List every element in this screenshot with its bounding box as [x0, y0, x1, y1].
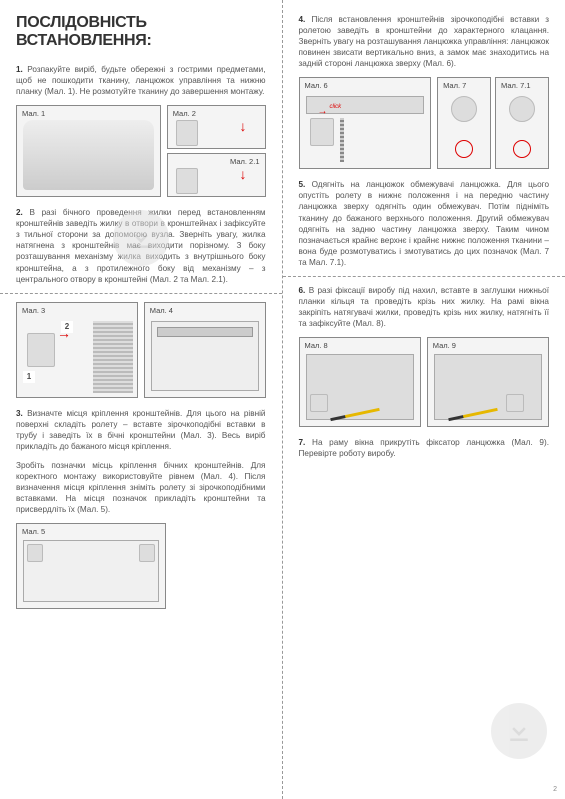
figure-6-label: Мал. 6	[305, 81, 328, 90]
bracket-icon	[27, 333, 55, 367]
figure-9: Мал. 9	[427, 337, 549, 427]
step-7-num: 7.	[299, 438, 306, 447]
highlight-circle-icon	[455, 140, 473, 158]
callout-1: 1	[23, 371, 35, 383]
figure-3-label: Мал. 3	[22, 306, 45, 315]
section-divider	[283, 276, 565, 277]
figure-5-label: Мал. 5	[22, 527, 45, 536]
roller-icon	[157, 327, 253, 337]
bracket-icon	[139, 544, 155, 562]
figure-7-label: Мал. 7	[443, 81, 466, 90]
click-label: click	[330, 104, 342, 110]
step-4-text: Після встановлення кронштейнів зірочкопо…	[299, 15, 550, 68]
figure-2: Мал. 2 ↓	[167, 105, 266, 149]
step-7-text: На раму вікна прикрутіть фіксатор ланцюж…	[299, 438, 549, 458]
mechanism-icon	[451, 96, 477, 122]
bracket-icon	[176, 168, 198, 194]
chain-icon	[340, 118, 344, 162]
arrow-red-icon: ↓	[240, 166, 247, 182]
mechanism-icon	[310, 118, 334, 146]
right-column: 4. Після встановлення кронштейнів зірочк…	[283, 0, 565, 799]
figure-2-stack: Мал. 2 ↓ Мал. 2.1 ↓	[167, 105, 266, 197]
section-divider	[0, 293, 282, 294]
callout-2: 2	[61, 321, 73, 333]
watermark-icon	[113, 210, 169, 266]
figure-2-1: Мал. 2.1 ↓	[167, 153, 266, 197]
fig-row-5: Мал. 8 Мал. 9	[299, 337, 550, 427]
main-title: Послідовність встановлення:	[16, 14, 266, 50]
step-5-text: Одягніть на ланцюжок обмежувачі ланцюжка…	[299, 180, 550, 266]
figure-2-1-label: Мал. 2.1	[230, 157, 259, 166]
step-3a: 3. Визначте місця кріплення кронштейнів.…	[16, 408, 266, 452]
figure-8: Мал. 8	[299, 337, 421, 427]
step-1: 1. Розпакуйте виріб, будьте обережні з г…	[16, 64, 266, 97]
page: Послідовність встановлення: 1. Розпакуйт…	[0, 0, 565, 799]
fig-row-3: Мал. 5	[16, 523, 266, 609]
figure-5: Мал. 5	[16, 523, 166, 609]
step-6-text: В разі фіксації виробу під нахил, вставт…	[299, 286, 550, 328]
step-1-num: 1.	[16, 65, 23, 74]
step-4: 4. Після встановлення кронштейнів зірочк…	[299, 14, 550, 69]
highlight-circle-icon	[513, 140, 531, 158]
bracket-icon	[176, 120, 198, 146]
diagram-1	[23, 120, 154, 190]
fig-row-2: Мал. 3 → 1 2 Мал. 4	[16, 302, 266, 398]
left-column: Послідовність встановлення: 1. Розпакуйт…	[0, 0, 283, 799]
arrow-red-icon: →	[318, 106, 328, 117]
chain-fixer-icon	[506, 394, 524, 412]
figure-1: Мал. 1	[16, 105, 161, 197]
step-3-num: 3.	[16, 409, 23, 418]
figure-1-label: Мал. 1	[22, 109, 45, 118]
bracket-icon	[27, 544, 43, 562]
figure-2-label: Мал. 2	[173, 109, 196, 118]
step-7: 7. На раму вікна прикрутіть фіксатор лан…	[299, 437, 550, 459]
fig-row-1: Мал. 1 Мал. 2 ↓ Мал. 2.1 ↓	[16, 105, 266, 197]
step-5-num: 5.	[299, 180, 306, 189]
figure-3: Мал. 3 → 1 2	[16, 302, 138, 398]
figure-7-1: Мал. 7.1	[495, 77, 549, 169]
step-6-num: 6.	[299, 286, 306, 295]
figure-6: Мал. 6 → click	[299, 77, 432, 169]
mechanism-icon	[509, 96, 535, 122]
tensioner-icon	[310, 394, 328, 412]
fig-row-4: Мал. 6 → click Мал. 7 Мал. 7.1	[299, 77, 550, 169]
step-1-text: Розпакуйте виріб, будьте обережні з гост…	[16, 65, 266, 96]
step-5: 5. Одягніть на ланцюжок обмежувачі ланцю…	[299, 179, 550, 268]
figure-9-label: Мал. 9	[433, 341, 456, 350]
step-3b: Зробіть позначки місць кріплення бічних …	[16, 460, 266, 515]
chain-icon	[93, 321, 133, 393]
watermark-icon	[491, 703, 547, 759]
step-2-num: 2.	[16, 208, 23, 217]
figure-7: Мал. 7	[437, 77, 491, 169]
figure-4: Мал. 4	[144, 302, 266, 398]
step-4-num: 4.	[299, 15, 306, 24]
download-arrow-icon	[504, 716, 534, 746]
arrow-red-icon: ↓	[240, 118, 247, 134]
figure-4-label: Мал. 4	[150, 306, 173, 315]
figure-7-pair: Мал. 7 Мал. 7.1	[437, 77, 549, 169]
step-3a-text: Визначте місця кріплення кронштейнів. Дл…	[16, 409, 266, 451]
step-6: 6. В разі фіксації виробу під нахил, вст…	[299, 285, 550, 329]
figure-7-1-label: Мал. 7.1	[501, 81, 530, 90]
download-arrow-icon	[126, 223, 156, 253]
page-number: 2	[553, 786, 557, 793]
figure-8-label: Мал. 8	[305, 341, 328, 350]
